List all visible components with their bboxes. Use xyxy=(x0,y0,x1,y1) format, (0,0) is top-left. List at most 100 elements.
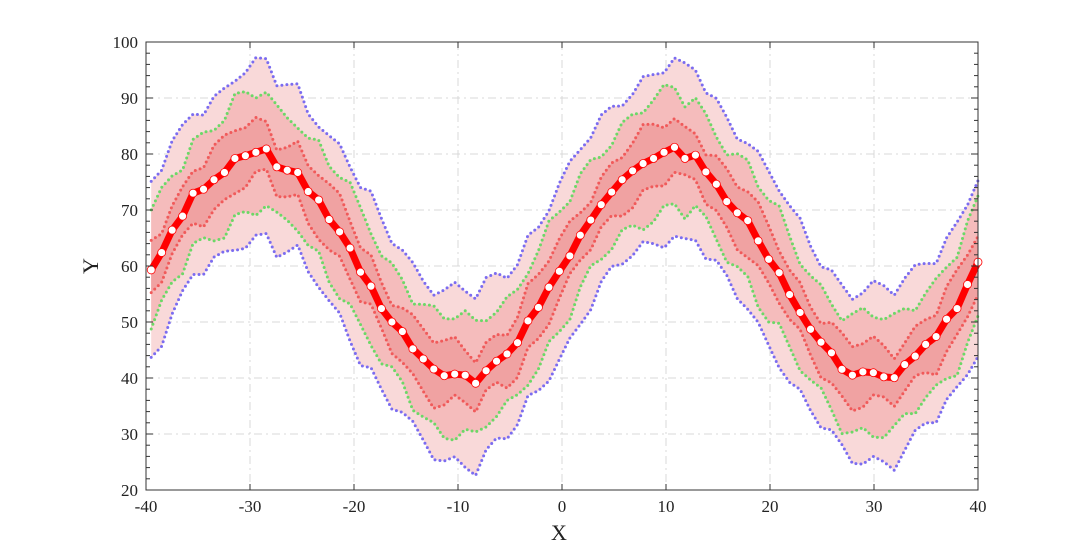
data-point xyxy=(188,188,198,198)
x-tick-label: 20 xyxy=(762,497,779,516)
data-point xyxy=(816,337,826,347)
band-line-outer-lower xyxy=(149,231,980,478)
data-point xyxy=(942,314,952,324)
data-point xyxy=(963,280,972,289)
data-point xyxy=(356,267,365,277)
data-point xyxy=(377,304,386,313)
data-point xyxy=(460,370,470,380)
data-point xyxy=(387,317,397,327)
data-point xyxy=(764,254,774,264)
x-tick-label: 40 xyxy=(970,497,987,516)
axis-ticks: -40 -30 -20 -10 0 10 20 30 40 20 30 40 50 60 70 80 90 100 xyxy=(113,33,987,516)
data-point xyxy=(335,227,344,237)
y-tick-label: 80 xyxy=(121,145,138,164)
data-point xyxy=(575,230,585,240)
data-point xyxy=(429,364,439,374)
data-point xyxy=(879,372,889,382)
band-line-middle-upper xyxy=(149,82,980,324)
data-point xyxy=(167,225,177,235)
x-tick-label: 10 xyxy=(658,497,675,516)
x-tick-label: -10 xyxy=(447,497,470,516)
data-point xyxy=(397,327,407,336)
data-point xyxy=(858,367,868,377)
band-line-outer-upper xyxy=(149,56,980,302)
data-point xyxy=(795,308,805,317)
data-point xyxy=(230,154,240,163)
y-tick-label: 70 xyxy=(121,201,138,220)
data-point xyxy=(544,282,554,292)
data-point xyxy=(251,147,261,157)
data-point xyxy=(450,369,460,379)
data-point xyxy=(910,351,920,361)
data-point xyxy=(324,215,334,224)
data-point xyxy=(418,354,428,364)
data-point xyxy=(774,268,784,278)
data-point xyxy=(513,338,522,348)
data-point xyxy=(785,290,795,299)
band-line-middle-lower xyxy=(149,202,980,442)
data-point xyxy=(523,316,533,326)
data-point xyxy=(220,168,229,177)
data-point xyxy=(439,371,449,381)
data-point xyxy=(670,142,679,152)
data-point xyxy=(303,187,313,196)
data-point xyxy=(837,364,847,374)
data-point xyxy=(586,215,596,225)
data-point xyxy=(827,348,836,358)
x-tick-label: -20 xyxy=(343,497,366,516)
data-point xyxy=(743,216,753,226)
y-axis-label: Y xyxy=(78,258,103,274)
data-point xyxy=(806,324,815,334)
y-tick-label: 100 xyxy=(113,33,139,52)
data-point xyxy=(146,265,156,275)
data-point xyxy=(261,144,271,154)
data-point xyxy=(293,168,303,177)
data-point xyxy=(565,251,575,261)
data-point xyxy=(921,339,931,349)
data-point xyxy=(157,248,167,257)
y-tick-label: 20 xyxy=(121,481,138,500)
data-point xyxy=(701,167,711,177)
data-point xyxy=(209,175,219,185)
data-point xyxy=(680,154,690,163)
x-tick-label: 30 xyxy=(866,497,883,516)
data-point xyxy=(889,373,899,383)
data-point xyxy=(178,211,187,221)
data-point xyxy=(408,344,418,354)
data-point xyxy=(366,281,376,291)
data-point xyxy=(534,303,543,312)
x-tick-label: -30 xyxy=(239,497,262,516)
data-point xyxy=(199,184,208,194)
data-point xyxy=(240,151,250,161)
data-point xyxy=(753,236,763,246)
data-point xyxy=(868,368,878,378)
data-point xyxy=(691,150,700,160)
data-point xyxy=(492,356,501,366)
data-point xyxy=(554,266,564,276)
y-tick-label: 60 xyxy=(121,257,138,276)
y-tick-label: 40 xyxy=(121,369,138,388)
data-point xyxy=(638,159,648,168)
mean-series xyxy=(146,142,983,388)
band-line-inner-lower xyxy=(149,167,980,415)
data-point xyxy=(848,370,857,380)
y-tick-label: 90 xyxy=(121,89,138,108)
data-point xyxy=(471,378,481,388)
data-point xyxy=(282,165,292,175)
data-point xyxy=(617,175,627,185)
data-point xyxy=(345,243,355,253)
data-point xyxy=(314,195,324,205)
data-point xyxy=(931,332,941,341)
data-point xyxy=(711,179,721,189)
data-point xyxy=(952,304,962,313)
data-point xyxy=(722,197,732,207)
data-point xyxy=(649,154,658,163)
data-point xyxy=(607,187,617,197)
data-point xyxy=(628,166,638,176)
x-axis-label: X xyxy=(551,520,567,545)
data-point xyxy=(900,360,910,369)
data-point xyxy=(272,162,282,172)
data-point xyxy=(732,208,742,218)
y-tick-label: 50 xyxy=(121,313,138,332)
